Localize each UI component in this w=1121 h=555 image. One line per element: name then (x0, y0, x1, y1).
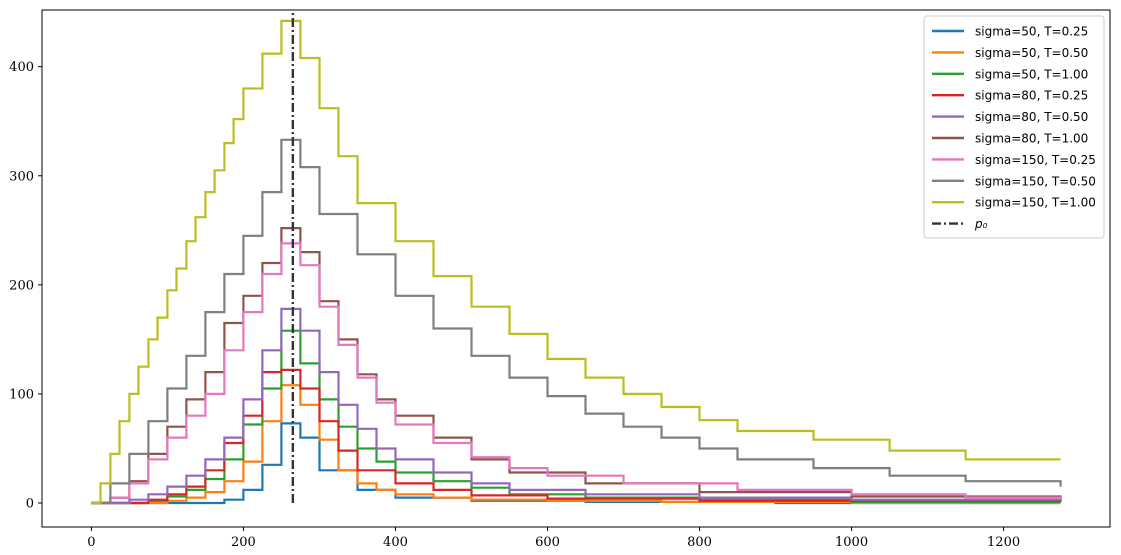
y-tick-label: 0 (26, 497, 34, 512)
y-tick-label: 100 (9, 387, 34, 402)
legend: sigma=50, T=0.25 sigma=50, T=0.50 sigma=50… (923, 15, 1105, 239)
x-tick-label: 200 (231, 535, 256, 550)
legend-label: sigma=80, T=1.00 (975, 132, 1088, 146)
legend-label: sigma=50, T=0.50 (975, 46, 1088, 60)
series-line-3 (91, 368, 1062, 505)
axis-layer: 0 200 400 600 800 1000 1200 0 100 200 300 400 (9, 60, 1020, 550)
y-tick-label: 400 (9, 60, 34, 75)
x-tick-label: 1200 (987, 535, 1020, 550)
x-tick-label: 600 (535, 535, 560, 550)
legend-label: sigma=150, T=0.50 (975, 174, 1096, 188)
x-tick-label: 1000 (835, 535, 868, 550)
x-tick-label: 400 (383, 535, 408, 550)
series-layer (91, 10, 1062, 505)
y-tick-label: 300 (9, 169, 34, 184)
series-line-2 (91, 329, 1061, 505)
legend-label: sigma=150, T=1.00 (975, 196, 1096, 210)
plot-frame (41, 9, 1111, 528)
x-tick-label: 0 (87, 535, 95, 550)
series-line-6 (91, 242, 1062, 505)
series-line-4 (91, 307, 1062, 505)
x-tick-label: 800 (687, 535, 712, 550)
legend-label: sigma=50, T=1.00 (975, 67, 1088, 81)
legend-label: sigma=150, T=0.25 (975, 153, 1096, 167)
legend-label: sigma=80, T=0.50 (975, 110, 1088, 124)
legend-box (923, 15, 1105, 239)
series-line-5 (91, 227, 1062, 505)
series-line-1 (91, 384, 1061, 505)
legend-label: sigma=80, T=0.25 (975, 89, 1088, 103)
series-line-0 (91, 422, 1061, 505)
y-tick-label: 200 (9, 278, 34, 293)
series-line-7 (91, 138, 1062, 505)
series-line-8 (91, 19, 1061, 505)
legend-label: sigma=50, T=0.25 (975, 25, 1088, 39)
legend-label: p₀ (974, 217, 988, 231)
